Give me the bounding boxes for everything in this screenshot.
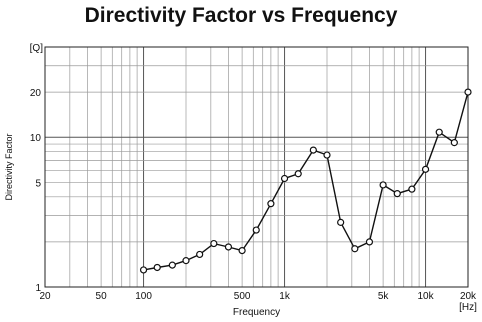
data-point <box>365 238 374 246</box>
data-point <box>238 246 246 255</box>
data-point <box>196 250 204 259</box>
y-tick-label: 10 <box>30 133 42 144</box>
series-group <box>139 88 472 274</box>
data-point <box>153 263 161 272</box>
data-point <box>280 174 289 183</box>
data-point <box>435 128 443 136</box>
data-point <box>252 226 260 234</box>
y-tick-labels: 1 5 10 20 <box>30 88 42 294</box>
x-axis-label: Frequency <box>233 307 280 318</box>
grid-lines <box>44 46 469 288</box>
data-point <box>267 200 275 208</box>
data-point <box>379 181 387 189</box>
data-point <box>210 239 218 248</box>
x-tick-label: 5k <box>378 291 390 302</box>
data-point <box>182 257 190 265</box>
plot-frame <box>44 46 469 288</box>
data-point <box>168 261 176 269</box>
x-tick-label: 20 <box>39 291 51 302</box>
data-point <box>450 139 458 147</box>
y-tick-label: 20 <box>30 88 42 99</box>
x-tick-label: 500 <box>234 291 251 302</box>
data-point <box>337 218 345 226</box>
x-tick-label: 50 <box>96 291 108 302</box>
y-tick-label: 5 <box>35 178 41 189</box>
y-unit-label: [Q] <box>30 43 44 54</box>
data-point <box>464 88 472 96</box>
x-tick-label: 1k <box>279 291 291 302</box>
data-point <box>139 266 148 274</box>
data-point <box>351 245 359 253</box>
data-point <box>393 190 401 198</box>
chart-title: Directivity Factor vs Frequency <box>84 4 398 27</box>
data-point <box>408 185 416 193</box>
x-unit-label: [Hz] <box>459 302 477 313</box>
x-tick-label: 100 <box>135 291 152 302</box>
x-tick-labels: 20 50 100 500 1k 5k 10k 20k <box>39 291 477 302</box>
x-tick-label: 10k <box>417 291 434 302</box>
data-point <box>294 170 302 178</box>
y-tick-label: 1 <box>35 283 41 294</box>
data-point <box>323 151 331 159</box>
x-tick-label: 20k <box>460 291 477 302</box>
data-point <box>224 243 233 251</box>
data-point <box>421 165 430 173</box>
y-axis-label: Directivity Factor <box>4 133 14 200</box>
data-point <box>309 146 317 154</box>
